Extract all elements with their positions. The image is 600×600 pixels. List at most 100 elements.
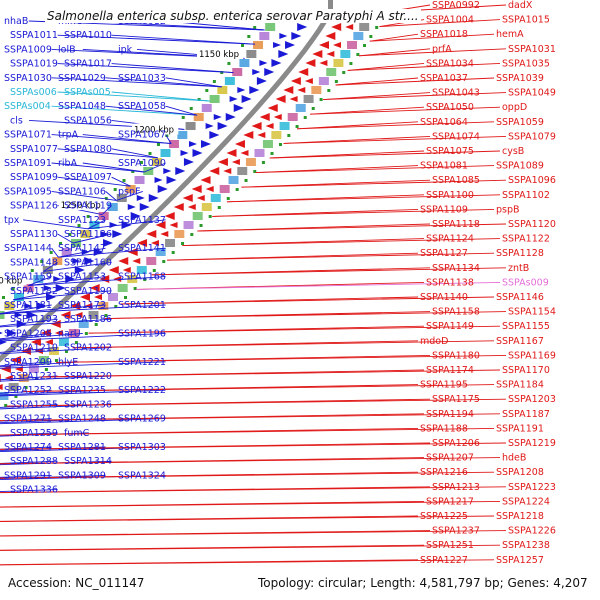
reverse-gene-arrow — [257, 132, 266, 138]
cds-tick — [4, 404, 8, 407]
gene-label-SSPA1118: SSPA1118 — [432, 219, 480, 230]
leader-line — [379, 19, 501, 28]
feature-block — [311, 86, 322, 94]
gene-label-mdoD: mdoD — [420, 336, 448, 347]
gene-label-SSPA1095: SSPA1095 — [4, 186, 52, 197]
reverse-gene-arrow — [132, 258, 141, 264]
reverse-gene-arrow — [265, 123, 274, 129]
gene-label-SSPA1091: SSPA1091 — [4, 158, 52, 169]
cds-tick — [113, 188, 117, 191]
forward-gene-arrow — [112, 230, 123, 238]
leader-line — [88, 325, 501, 334]
cds-tick — [131, 170, 135, 173]
cds-tick — [319, 98, 323, 101]
forward-gene-arrow — [249, 86, 260, 94]
gene-label-SSPA1222: SSPA1222 — [118, 385, 166, 396]
feature-block — [246, 50, 257, 58]
feature-block — [155, 248, 166, 256]
forward-gene-arrow — [157, 185, 168, 193]
leader-line — [13, 290, 58, 301]
cds-tick — [235, 188, 239, 191]
feature-block — [232, 68, 243, 76]
cds-tick — [34, 377, 38, 380]
gene-label-SSPA1201: SSPA1201 — [118, 300, 166, 311]
leader-line — [105, 191, 117, 201]
gene-label-tpx: tpx — [4, 215, 20, 226]
gene-label-SSPA1309: SSPA1309 — [58, 470, 106, 481]
cds-tick — [217, 206, 221, 209]
reverse-gene-arrow — [267, 104, 278, 112]
leader-line — [0, 332, 166, 342]
gene-label-SSPA1096: SSPA1096 — [508, 175, 556, 186]
leader-line — [0, 486, 507, 494]
gene-label-SSPA1227: SSPA1227 — [420, 555, 468, 566]
gene-label-SSPA1168: SSPA1168 — [118, 272, 166, 283]
right-leader-lines — [0, 4, 507, 580]
feature-block — [117, 284, 128, 292]
cds-tick — [334, 80, 338, 83]
leader-line — [57, 176, 131, 187]
feature-block — [23, 284, 34, 292]
cds-tick — [86, 215, 90, 218]
gene-label-SSPA1169: SSPA1169 — [508, 350, 556, 361]
gene-label-SSPA1225: SSPA1225 — [420, 511, 468, 522]
reverse-gene-arrow — [205, 186, 214, 192]
feature-block — [245, 158, 256, 166]
reverse-gene-arrow — [305, 59, 316, 67]
cds-tick — [227, 62, 231, 65]
reverse-gene-arrow — [173, 203, 184, 211]
gene-label-SSPA1291: SSPA1291 — [4, 470, 52, 481]
reverse-gene-arrow — [20, 347, 31, 355]
leader-line — [6, 398, 507, 407]
gene-label-SSPA1155: SSPA1155 — [502, 321, 550, 332]
cds-tick — [197, 98, 201, 101]
reverse-gene-arrow — [251, 122, 262, 130]
reverse-gene-arrow — [79, 293, 90, 301]
cds-tick — [287, 134, 291, 137]
gene-label-SSPA1034: SSPA1034 — [426, 58, 474, 69]
gene-label-SSPA1186: SSPA1186 — [64, 314, 112, 325]
leader-line — [347, 62, 425, 71]
feature-block — [165, 239, 176, 247]
gene-label-cls: cls — [10, 115, 23, 126]
leader-line — [165, 77, 222, 88]
feature-block — [237, 167, 248, 175]
gene-label-SSPA1074: SSPA1074 — [432, 131, 480, 142]
leader-line — [0, 544, 501, 551]
reverse-gene-arrow — [312, 50, 323, 58]
feature-block — [151, 158, 162, 166]
cds-tick — [226, 197, 230, 200]
feature-block — [134, 176, 145, 184]
forward-gene-arrow — [43, 285, 52, 291]
reverse-gene-arrow — [304, 78, 313, 84]
leader-line — [0, 427, 495, 436]
leader-line — [72, 340, 495, 349]
cds-tick — [311, 107, 315, 110]
gene-label-SSPA1174: SSPA1174 — [426, 365, 474, 376]
feature-block — [107, 203, 118, 211]
gene-label-SSPAs006: SSPAs006 — [10, 87, 57, 98]
leader-line — [283, 135, 507, 144]
cds-tick — [104, 314, 108, 317]
forward-gene-arrow — [180, 150, 189, 156]
reverse-gene-arrow — [345, 24, 354, 30]
reverse-gene-arrow — [4, 375, 13, 381]
leader-line — [116, 190, 143, 201]
forward-gene-arrow — [271, 59, 282, 67]
gene-label-SSPA1153: SSPA1153 — [58, 272, 106, 283]
gene-label-SSPA1271: SSPA1271 — [4, 414, 52, 425]
leader-line — [310, 106, 501, 115]
leader-line — [255, 165, 495, 174]
feature-block — [4, 302, 15, 310]
feature-block — [359, 23, 370, 31]
leader-line — [51, 105, 198, 116]
gene-label-SSPA1181: SSPA1181 — [4, 300, 52, 311]
leader-line — [136, 281, 501, 290]
gene-label-SSPA1081: SSPA1081 — [420, 161, 468, 172]
leader-line — [57, 34, 256, 45]
cds-tick — [181, 116, 185, 119]
leader-line — [323, 92, 507, 101]
leader-line — [0, 471, 495, 479]
forward-strand-features — [0, 14, 313, 345]
leader-line — [43, 262, 58, 272]
